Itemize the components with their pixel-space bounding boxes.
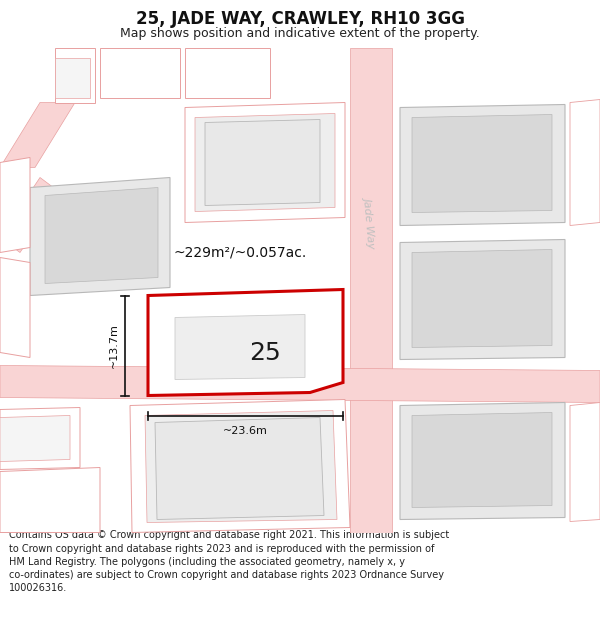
Polygon shape: [30, 177, 170, 296]
Polygon shape: [195, 114, 335, 211]
Polygon shape: [185, 102, 345, 222]
Polygon shape: [400, 104, 565, 226]
Polygon shape: [0, 158, 30, 252]
Polygon shape: [185, 48, 270, 98]
Polygon shape: [155, 418, 324, 519]
Polygon shape: [400, 402, 565, 519]
Polygon shape: [0, 416, 70, 461]
Polygon shape: [412, 114, 552, 212]
Text: ~229m²/~0.057ac.: ~229m²/~0.057ac.: [173, 246, 307, 259]
Text: 25, JADE WAY, CRAWLEY, RH10 3GG: 25, JADE WAY, CRAWLEY, RH10 3GG: [136, 9, 464, 28]
Polygon shape: [412, 412, 552, 508]
Text: Contains OS data © Crown copyright and database right 2021. This information is : Contains OS data © Crown copyright and d…: [9, 530, 449, 593]
Polygon shape: [55, 58, 90, 98]
Polygon shape: [45, 188, 158, 284]
Polygon shape: [570, 402, 600, 521]
Polygon shape: [100, 48, 180, 98]
Text: Map shows position and indicative extent of the property.: Map shows position and indicative extent…: [120, 28, 480, 41]
Polygon shape: [350, 48, 392, 532]
Polygon shape: [148, 289, 343, 396]
Polygon shape: [570, 99, 600, 226]
Polygon shape: [412, 249, 552, 348]
Polygon shape: [400, 239, 565, 359]
Polygon shape: [0, 408, 80, 469]
Text: Jade Way: Jade Way: [219, 379, 271, 389]
Text: Jade Way: Jade Way: [363, 196, 377, 249]
Polygon shape: [175, 314, 305, 379]
Polygon shape: [145, 411, 337, 522]
Polygon shape: [55, 48, 95, 102]
Polygon shape: [0, 102, 75, 168]
Text: ~13.7m: ~13.7m: [109, 323, 119, 368]
Text: ~23.6m: ~23.6m: [223, 426, 268, 436]
Polygon shape: [205, 119, 320, 206]
Polygon shape: [0, 468, 100, 532]
Polygon shape: [0, 366, 600, 403]
Polygon shape: [0, 177, 60, 252]
Text: 25: 25: [249, 341, 281, 364]
Polygon shape: [0, 258, 30, 358]
Polygon shape: [130, 399, 350, 532]
